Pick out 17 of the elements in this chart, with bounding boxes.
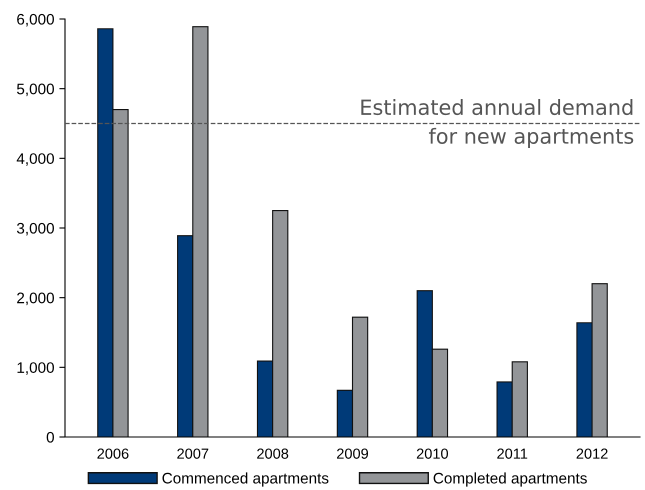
y-tick-label: 5,000 [16, 84, 54, 96]
y-tick-label: 6,000 [17, 14, 54, 26]
x-tick-label: 2011 [497, 448, 528, 459]
ref-line-label: Estimated annual demand for new apartments [361, 98, 634, 148]
legend-label: Completed apartments [434, 472, 587, 487]
legend-label: Commenced apartments [162, 472, 328, 487]
y-tick-label: 3,000 [16, 222, 54, 236]
y-tick-label: 0 [46, 432, 54, 443]
x-tick-label: 2008 [257, 448, 288, 459]
x-tick-label: 2010 [416, 448, 448, 459]
y-tick-label: 2,000 [17, 292, 54, 306]
y-tick-label: 4,000 [16, 153, 54, 166]
y-tick-label: 1,000 [18, 362, 54, 375]
x-tick-label: 2012 [576, 448, 608, 459]
x-tick-label: 2009 [337, 448, 368, 459]
x-tick-label: 2006 [97, 448, 128, 459]
x-tick-label: 2007 [177, 448, 208, 459]
